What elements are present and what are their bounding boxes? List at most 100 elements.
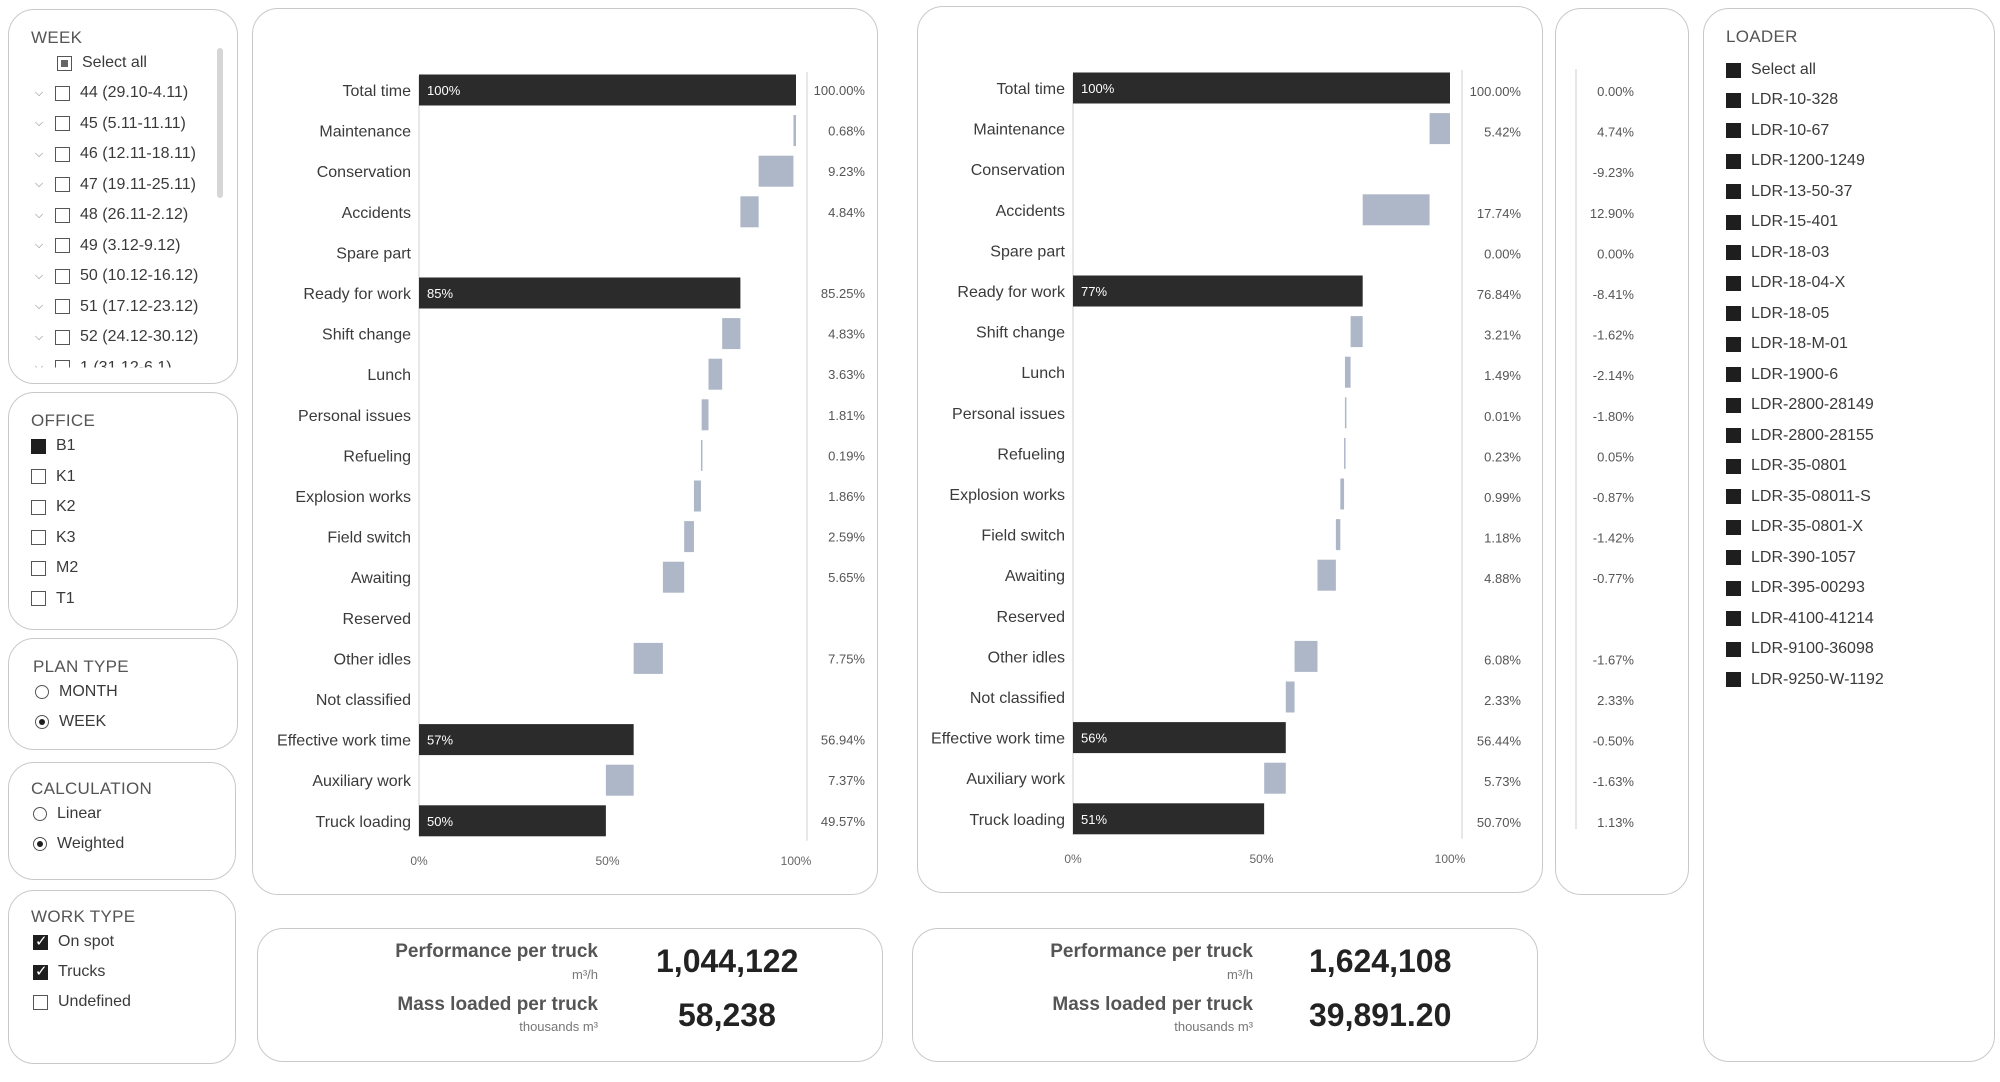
- week-scrollbar[interactable]: [217, 48, 223, 198]
- week-item[interactable]: ⌵ 47 (19.11-25.11): [33, 176, 196, 194]
- office-checkbox[interactable]: [31, 469, 46, 484]
- loader-checkbox[interactable]: [1726, 611, 1741, 626]
- loader-item[interactable]: LDR-2800-28155: [1726, 427, 1874, 445]
- week-checkbox[interactable]: [55, 238, 70, 253]
- week-item[interactable]: ⌵ 48 (26.11-2.12): [33, 206, 188, 224]
- office-checkbox[interactable]: [31, 560, 46, 576]
- total-bar[interactable]: [1073, 72, 1450, 104]
- week-checkbox[interactable]: [55, 85, 70, 101]
- loader-checkbox[interactable]: [1726, 641, 1741, 657]
- select-all-checkbox[interactable]: [57, 55, 72, 71]
- delta-bar[interactable]: [633, 642, 663, 674]
- week-checkbox[interactable]: [55, 207, 70, 223]
- delta-bar[interactable]: [758, 155, 794, 187]
- week-checkbox[interactable]: [55, 329, 70, 345]
- loader-item[interactable]: LDR-1200-1249: [1726, 152, 1865, 170]
- delta-bar[interactable]: [1344, 437, 1346, 469]
- loader-checkbox[interactable]: [1726, 275, 1741, 291]
- loader-item[interactable]: LDR-10-328: [1726, 91, 1838, 109]
- delta-bar[interactable]: [1264, 762, 1286, 794]
- loader-item[interactable]: LDR-18-05: [1726, 305, 1829, 323]
- week-checkbox[interactable]: [55, 268, 70, 284]
- week-item[interactable]: ⌵ 52 (24.12-30.12): [33, 328, 198, 346]
- delta-bar[interactable]: [708, 358, 723, 390]
- delta-bar[interactable]: [662, 561, 685, 593]
- loader-item[interactable]: LDR-4100-41214: [1726, 610, 1874, 628]
- week-item[interactable]: ⌵ 45 (5.11-11.11): [33, 115, 186, 133]
- loader-item[interactable]: LDR-390-1057: [1726, 549, 1856, 567]
- delta-bar[interactable]: [1344, 397, 1347, 429]
- chevron-down-icon[interactable]: ⌵: [34, 300, 44, 312]
- week-checkbox[interactable]: [55, 360, 70, 368]
- chevron-down-icon[interactable]: ⌵: [34, 361, 44, 373]
- office-checkbox[interactable]: [31, 499, 46, 515]
- week-checkbox[interactable]: [55, 299, 70, 314]
- delta-bar[interactable]: [1429, 113, 1450, 145]
- delta-bar[interactable]: [1294, 640, 1318, 672]
- loader-checkbox[interactable]: [1726, 672, 1741, 687]
- week-item[interactable]: ⌵ 50 (10.12-16.12): [33, 267, 198, 285]
- loader-checkbox[interactable]: [1726, 245, 1741, 260]
- total-bar[interactable]: [419, 724, 634, 756]
- delta-bar[interactable]: [700, 439, 703, 471]
- week-item[interactable]: ⌵ 1 (31.12-6.1): [33, 359, 172, 373]
- total-bar[interactable]: [1073, 803, 1265, 835]
- calculation-option[interactable]: Linear: [33, 805, 101, 823]
- total-bar[interactable]: [1073, 722, 1286, 754]
- delta-bar[interactable]: [740, 196, 759, 228]
- delta-bar[interactable]: [793, 115, 796, 147]
- chevron-down-icon[interactable]: ⌵: [34, 86, 44, 99]
- delta-bar[interactable]: [684, 521, 694, 553]
- delta-bar[interactable]: [1340, 478, 1345, 510]
- loader-item[interactable]: LDR-18-M-01: [1726, 335, 1848, 353]
- loader-checkbox[interactable]: [1726, 336, 1741, 352]
- week-checkbox[interactable]: [55, 177, 70, 192]
- loader-checkbox[interactable]: [1726, 214, 1741, 230]
- chevron-down-icon[interactable]: ⌵: [34, 269, 44, 282]
- loader-select-all[interactable]: Select all: [1726, 61, 1816, 79]
- work-type-item[interactable]: Trucks: [33, 962, 105, 981]
- office-item[interactable]: T1: [31, 590, 75, 608]
- loader-item[interactable]: LDR-13-50-37: [1726, 183, 1852, 201]
- work-type-checkbox[interactable]: [33, 932, 48, 950]
- office-item[interactable]: K2: [31, 498, 76, 516]
- office-item[interactable]: M2: [31, 559, 78, 577]
- office-item[interactable]: K3: [31, 529, 76, 547]
- total-bar[interactable]: [1073, 275, 1363, 307]
- week-checkbox[interactable]: [55, 146, 70, 162]
- chevron-down-icon[interactable]: ⌵: [34, 117, 44, 129]
- work-type-item[interactable]: On spot: [33, 932, 114, 951]
- loader-checkbox[interactable]: [1726, 489, 1741, 504]
- loader-checkbox[interactable]: [1726, 153, 1741, 169]
- loader-checkbox[interactable]: [1726, 123, 1741, 138]
- delta-bar[interactable]: [1335, 519, 1341, 551]
- loader-item[interactable]: LDR-18-04-X: [1726, 274, 1845, 292]
- chevron-down-icon[interactable]: ⌵: [34, 239, 44, 251]
- loader-checkbox[interactable]: [1726, 397, 1741, 413]
- work-type-item[interactable]: Undefined: [33, 993, 131, 1011]
- loader-item[interactable]: LDR-9100-36098: [1726, 640, 1874, 658]
- plan-type-option[interactable]: MONTH: [35, 683, 118, 701]
- radio-button[interactable]: [33, 837, 47, 851]
- total-bar[interactable]: [419, 277, 741, 309]
- chevron-down-icon[interactable]: ⌵: [34, 208, 44, 221]
- week-checkbox[interactable]: [55, 116, 70, 131]
- loader-checkbox[interactable]: [1726, 550, 1741, 565]
- office-item[interactable]: B1: [31, 437, 76, 455]
- week-item[interactable]: ⌵ 49 (3.12-9.12): [33, 237, 181, 255]
- office-checkbox[interactable]: [31, 530, 46, 545]
- select-all-checkbox[interactable]: [1726, 62, 1741, 78]
- total-bar[interactable]: [419, 74, 796, 106]
- office-checkbox[interactable]: [31, 438, 46, 454]
- loader-checkbox[interactable]: [1726, 367, 1741, 382]
- work-type-checkbox[interactable]: [33, 994, 48, 1010]
- delta-bar[interactable]: [605, 764, 634, 796]
- radio-button[interactable]: [35, 715, 49, 729]
- loader-checkbox[interactable]: [1726, 580, 1741, 596]
- loader-item[interactable]: LDR-1900-6: [1726, 366, 1838, 384]
- week-item[interactable]: ⌵ 51 (17.12-23.12): [33, 298, 198, 316]
- chevron-down-icon[interactable]: ⌵: [34, 330, 44, 343]
- loader-item[interactable]: LDR-35-08011-S: [1726, 488, 1871, 506]
- loader-item[interactable]: LDR-35-0801-X: [1726, 518, 1863, 536]
- loader-item[interactable]: LDR-15-401: [1726, 213, 1838, 231]
